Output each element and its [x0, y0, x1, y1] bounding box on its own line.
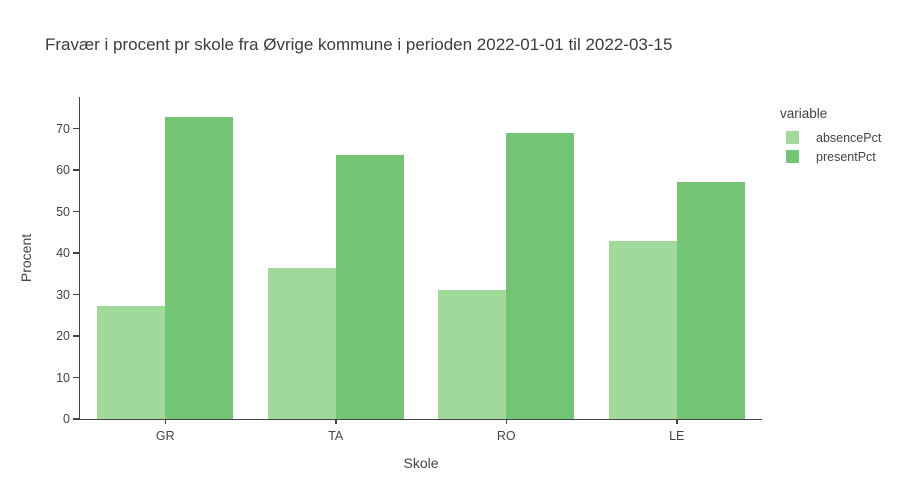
y-tick-label: 20 — [56, 329, 70, 344]
y-tick-label: 0 — [63, 412, 70, 426]
legend-swatch-presentPct — [786, 150, 799, 163]
y-tick-label: 10 — [56, 370, 70, 385]
x-tick-mark — [505, 419, 507, 424]
bar-presentPct-LE[interactable] — [676, 182, 745, 419]
y-tick-label: 60 — [56, 163, 70, 178]
bar-group-TA — [267, 97, 404, 419]
bar-absencePct-RO[interactable] — [438, 289, 507, 419]
x-tick-label-TA: TA — [328, 429, 344, 443]
y-tick-mark — [72, 210, 79, 213]
x-axis-title: Skole — [403, 455, 439, 471]
y-tick-label: 70 — [56, 121, 70, 136]
y-tick-mark — [72, 293, 79, 296]
y-tick-label: 40 — [56, 246, 70, 261]
bar-group-RO — [438, 97, 575, 419]
legend-item-absencePct[interactable]: absencePct — [778, 128, 881, 147]
bar-presentPct-TA[interactable] — [335, 155, 404, 419]
bar-presentPct-GR[interactable] — [165, 117, 234, 419]
legend-label: absencePct — [816, 130, 882, 145]
x-tick-mark — [676, 419, 678, 424]
x-tick-mark — [164, 419, 166, 424]
x-tick-label-RO: RO — [496, 429, 516, 443]
y-tick-label: 30 — [56, 287, 70, 302]
y-tick-mark — [72, 127, 79, 130]
y-tick-mark — [72, 169, 79, 171]
bar-group-LE — [608, 97, 745, 419]
bar-absencePct-LE[interactable] — [608, 241, 677, 419]
y-tick-mark — [72, 418, 79, 420]
legend-title: variable — [780, 106, 828, 121]
y-axis-title: Procent — [18, 233, 34, 283]
y-tick-mark — [72, 376, 79, 379]
bar-absencePct-TA[interactable] — [267, 267, 336, 419]
y-axis-title-wrap: Procent — [16, 97, 36, 419]
legend: variable absencePct presentPct — [778, 100, 881, 166]
legend-item-presentPct[interactable]: presentPct — [778, 147, 881, 166]
plot-area: Procent 0 10 20 30 40 50 60 70 GR TA RO LE Skole — [18, 97, 762, 471]
bar-group-GR — [97, 97, 234, 419]
x-tick-label-GR: GR — [155, 429, 175, 443]
bar-presentPct-RO[interactable] — [506, 133, 575, 419]
chart-title: Fravær i procent pr skole fra Øvrige kom… — [45, 35, 673, 54]
x-tick-label-LE: LE — [669, 429, 685, 443]
legend-items: absencePct presentPct — [778, 128, 881, 166]
legend-label: presentPct — [816, 149, 876, 164]
y-tick-label: 50 — [56, 204, 70, 219]
legend-swatch-absencePct — [786, 131, 799, 144]
y-tick-mark — [72, 335, 79, 337]
x-tick-mark — [335, 419, 337, 424]
y-tick-mark — [72, 252, 79, 254]
bar-absencePct-GR[interactable] — [97, 305, 166, 419]
